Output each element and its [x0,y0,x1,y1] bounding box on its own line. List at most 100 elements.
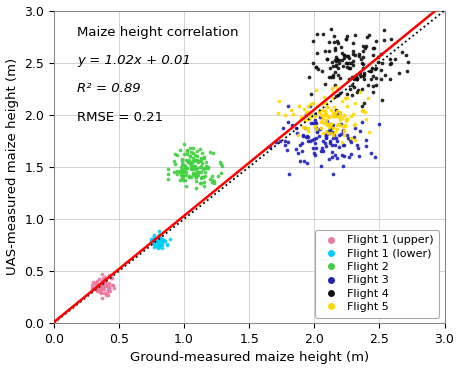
Flight 1 (upper) [91,283,98,289]
Flight 1 (lower) [147,236,154,242]
Flight 4 [358,103,365,109]
Flight 3 [296,158,303,164]
Flight 5 [325,123,333,129]
Flight 4 [322,56,330,62]
Flight 1 (upper) [98,285,105,291]
Flight 2 [179,158,186,164]
Flight 4 [346,65,353,71]
Flight 5 [329,125,336,131]
Flight 3 [322,132,329,138]
Flight 4 [331,45,338,51]
Flight 3 [326,138,333,144]
Flight 5 [342,103,350,109]
Flight 3 [339,127,346,132]
Flight 4 [343,64,350,70]
Flight 2 [197,169,205,175]
Flight 2 [170,158,178,164]
Flight 3 [303,134,311,140]
Flight 4 [358,61,366,67]
Flight 5 [320,112,327,118]
Flight 4 [339,53,347,58]
Flight 5 [343,116,350,122]
Flight 3 [302,111,309,117]
Flight 4 [348,41,356,47]
Flight 3 [316,114,323,120]
Flight 4 [350,52,358,58]
Flight 4 [360,45,368,51]
Flight 4 [337,50,344,56]
Flight 2 [184,159,191,165]
Flight 2 [181,164,189,170]
Flight 3 [271,139,279,145]
Flight 4 [339,63,346,69]
Flight 3 [334,144,341,150]
Flight 4 [335,60,342,66]
Flight 1 (upper) [106,280,113,286]
Flight 3 [356,128,363,134]
Flight 4 [340,52,347,58]
Flight 4 [320,48,328,54]
Flight 2 [180,141,187,147]
Flight 5 [341,95,348,101]
Flight 3 [340,153,347,159]
Flight 1 (upper) [97,290,104,296]
Flight 1 (upper) [105,285,112,291]
Flight 4 [334,92,341,98]
Flight 2 [178,164,185,169]
Flight 1 (upper) [97,284,104,290]
Flight 1 (lower) [158,239,165,245]
Flight 2 [196,146,203,152]
Flight 1 (upper) [101,283,108,289]
Flight 5 [341,116,349,122]
Flight 3 [309,120,316,126]
Flight 2 [200,179,207,185]
Flight 1 (lower) [149,236,156,242]
Flight 5 [322,104,329,110]
Flight 2 [191,152,198,158]
Flight 4 [363,82,370,88]
Flight 2 [179,173,186,179]
Flight 2 [189,171,196,177]
Flight 4 [318,68,325,74]
Flight 1 (lower) [150,235,157,241]
Flight 4 [358,85,365,91]
Flight 2 [206,149,213,155]
Flight 2 [195,158,202,164]
Flight 4 [401,53,409,58]
Flight 3 [279,125,286,131]
Flight 5 [310,113,318,119]
Flight 5 [341,118,349,124]
Flight 1 (lower) [154,238,162,243]
Flight 2 [196,180,203,186]
Flight 2 [186,153,193,159]
Flight 4 [332,56,340,62]
Flight 4 [369,89,376,95]
Flight 2 [180,151,187,157]
Flight 4 [361,43,369,49]
Flight 1 (upper) [109,282,116,288]
Flight 1 (upper) [98,282,106,288]
Flight 5 [317,125,324,131]
Flight 4 [353,75,360,81]
Flight 4 [374,59,381,65]
Flight 1 (lower) [150,241,157,247]
Flight 2 [164,176,172,182]
Flight 2 [174,171,181,177]
Flight 5 [336,112,343,118]
Flight 3 [307,120,314,126]
Flight 3 [281,142,288,148]
Flight 3 [284,120,291,125]
Flight 4 [354,51,362,57]
Flight 2 [210,180,218,186]
Flight 5 [306,111,313,117]
Flight 1 (upper) [93,281,100,287]
Flight 3 [313,129,320,135]
Flight 4 [332,57,340,63]
Flight 3 [329,171,336,176]
Flight 4 [312,64,319,70]
Flight 4 [380,27,387,33]
Flight 5 [348,111,356,117]
Flight 5 [351,121,358,127]
Flight 1 (upper) [95,281,102,287]
Flight 3 [366,150,374,156]
